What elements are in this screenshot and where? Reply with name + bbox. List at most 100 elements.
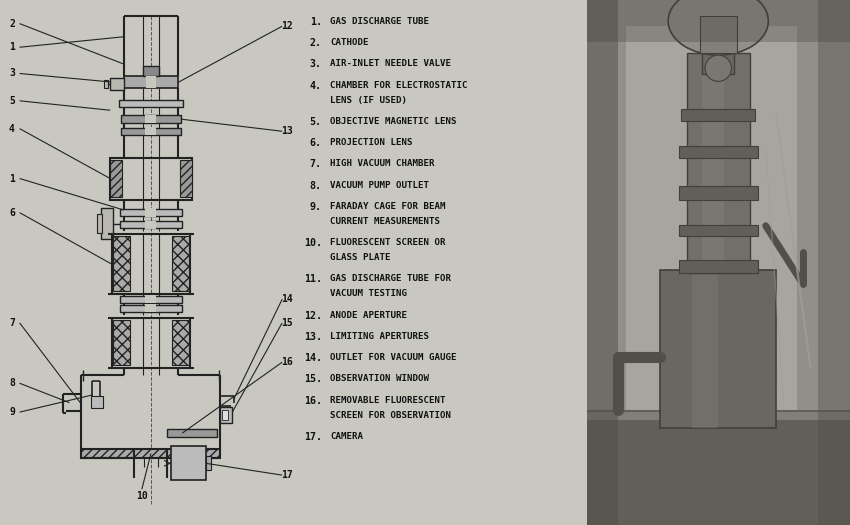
Bar bbox=[702, 32, 734, 74]
Bar bbox=[145, 220, 156, 229]
Text: 1: 1 bbox=[9, 42, 15, 52]
Text: 6: 6 bbox=[9, 207, 15, 218]
Text: VACUUM PUMP OUTLET: VACUUM PUMP OUTLET bbox=[330, 181, 429, 190]
Bar bbox=[111, 318, 190, 368]
Bar bbox=[678, 146, 757, 158]
Bar bbox=[220, 407, 232, 423]
Bar bbox=[586, 412, 850, 420]
Text: 8: 8 bbox=[9, 378, 15, 388]
Bar bbox=[110, 78, 124, 90]
Bar bbox=[682, 109, 755, 121]
Text: CATHODE: CATHODE bbox=[330, 38, 369, 47]
Text: REMOVABLE FLUORESCENT: REMOVABLE FLUORESCENT bbox=[330, 395, 445, 405]
Bar bbox=[113, 236, 130, 291]
Text: VACUUM TESTING: VACUUM TESTING bbox=[330, 289, 407, 298]
Bar bbox=[167, 429, 218, 437]
Text: CAMERA: CAMERA bbox=[330, 432, 363, 441]
Bar bbox=[124, 76, 178, 88]
Bar bbox=[120, 209, 182, 216]
Text: 8.: 8. bbox=[309, 181, 321, 191]
Text: 12.: 12. bbox=[303, 310, 321, 321]
Text: 16.: 16. bbox=[303, 395, 321, 406]
Bar bbox=[121, 128, 181, 135]
Text: HIGH VACUUM CHAMBER: HIGH VACUUM CHAMBER bbox=[330, 159, 434, 169]
Text: OUTLET FOR VACUUM GAUGE: OUTLET FOR VACUUM GAUGE bbox=[330, 353, 456, 362]
Bar bbox=[91, 396, 103, 408]
Bar bbox=[819, 0, 850, 525]
Text: 14: 14 bbox=[281, 294, 292, 304]
Bar bbox=[179, 160, 191, 197]
Text: 10.: 10. bbox=[303, 238, 321, 248]
Bar bbox=[692, 270, 718, 428]
Text: LENS (IF USED): LENS (IF USED) bbox=[330, 96, 407, 104]
Text: 7.: 7. bbox=[309, 159, 321, 170]
Bar bbox=[120, 221, 182, 228]
Bar bbox=[626, 26, 797, 472]
Bar bbox=[586, 0, 618, 525]
Bar bbox=[222, 410, 228, 420]
Bar bbox=[111, 234, 190, 294]
Bar bbox=[145, 304, 156, 312]
Text: 17: 17 bbox=[281, 470, 292, 480]
Bar bbox=[678, 186, 757, 200]
Bar bbox=[145, 115, 156, 123]
Text: 1: 1 bbox=[9, 173, 15, 184]
Bar bbox=[146, 76, 156, 88]
Text: 3.: 3. bbox=[309, 59, 321, 69]
Bar bbox=[145, 208, 156, 217]
Text: 9: 9 bbox=[9, 407, 15, 417]
Text: 10: 10 bbox=[136, 491, 148, 501]
Bar bbox=[206, 456, 211, 470]
Text: LIMITING APERTURES: LIMITING APERTURES bbox=[330, 332, 429, 341]
Bar bbox=[120, 304, 182, 312]
Text: FARADAY CAGE FOR BEAM: FARADAY CAGE FOR BEAM bbox=[330, 202, 445, 211]
Bar bbox=[586, 410, 850, 525]
Text: 15: 15 bbox=[281, 318, 292, 328]
Bar bbox=[119, 100, 183, 107]
Bar bbox=[110, 158, 191, 200]
Bar bbox=[586, 0, 850, 42]
Text: 5.: 5. bbox=[309, 117, 321, 127]
Text: 2: 2 bbox=[9, 18, 15, 29]
Bar bbox=[104, 80, 108, 88]
Bar bbox=[113, 320, 130, 365]
Bar bbox=[171, 446, 206, 480]
Text: GAS DISCHARGE TUBE FOR: GAS DISCHARGE TUBE FOR bbox=[330, 274, 451, 284]
Text: SCREEN FOR OBSERVATION: SCREEN FOR OBSERVATION bbox=[330, 411, 451, 419]
Bar bbox=[678, 225, 757, 236]
Bar bbox=[120, 296, 182, 303]
Bar bbox=[145, 127, 156, 135]
Text: CHAMBER FOR ELECTROSTATIC: CHAMBER FOR ELECTROSTATIC bbox=[330, 80, 468, 90]
Text: 12: 12 bbox=[281, 21, 292, 32]
Text: 6.: 6. bbox=[309, 138, 321, 148]
Text: 9.: 9. bbox=[309, 202, 321, 212]
Bar bbox=[687, 52, 750, 273]
Text: ANODE APERTURE: ANODE APERTURE bbox=[330, 310, 407, 320]
Bar bbox=[700, 16, 737, 52]
Text: GLASS PLATE: GLASS PLATE bbox=[330, 253, 391, 262]
Text: CURRENT MEASUREMENTS: CURRENT MEASUREMENTS bbox=[330, 217, 440, 226]
Bar bbox=[101, 208, 113, 239]
Bar bbox=[678, 260, 757, 273]
Text: 13: 13 bbox=[281, 126, 292, 136]
Ellipse shape bbox=[706, 55, 731, 81]
Text: 7: 7 bbox=[9, 318, 15, 328]
Text: OBSERVATION WINDOW: OBSERVATION WINDOW bbox=[330, 374, 429, 383]
Text: 16: 16 bbox=[281, 357, 292, 367]
Text: OBJECTIVE MAGNETIC LENS: OBJECTIVE MAGNETIC LENS bbox=[330, 117, 456, 126]
Text: PROJECTION LENS: PROJECTION LENS bbox=[330, 138, 413, 147]
Bar bbox=[172, 236, 189, 291]
Ellipse shape bbox=[668, 0, 768, 55]
Bar bbox=[110, 160, 122, 197]
Bar bbox=[702, 52, 723, 273]
Text: 15.: 15. bbox=[303, 374, 321, 384]
Text: 5: 5 bbox=[9, 96, 15, 106]
Text: 1.: 1. bbox=[309, 17, 321, 27]
Bar bbox=[172, 320, 189, 365]
Bar bbox=[143, 66, 159, 76]
Text: 13.: 13. bbox=[303, 332, 321, 342]
Bar bbox=[660, 270, 776, 428]
Bar bbox=[121, 116, 181, 123]
Text: 14.: 14. bbox=[303, 353, 321, 363]
Text: 17.: 17. bbox=[303, 432, 321, 442]
